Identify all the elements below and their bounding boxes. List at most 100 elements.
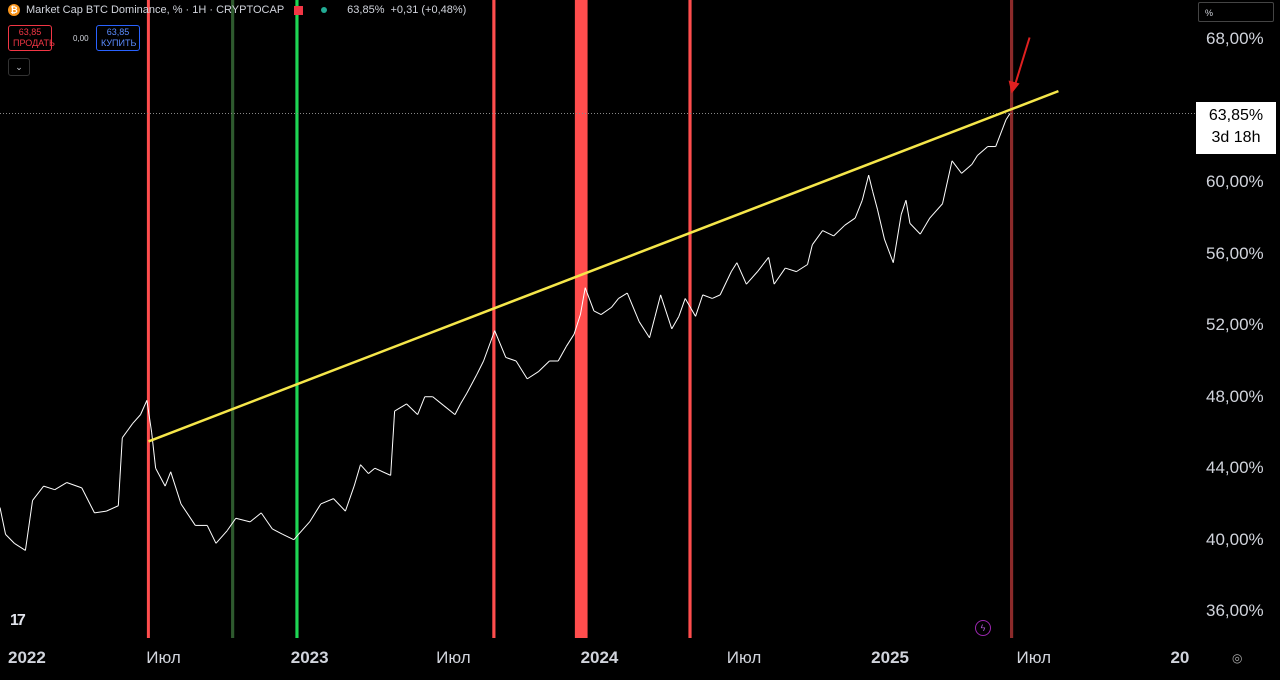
series-segment	[417, 396, 426, 415]
series-segment	[215, 530, 228, 544]
series-segment	[151, 432, 157, 469]
live-dot-icon	[321, 7, 328, 13]
sell-button[interactable]: 63,85 ПРОДАТЬ	[8, 25, 55, 51]
chart-header: ₿ Market Cap BTC Dominance, % · 1H · CRY…	[8, 4, 466, 16]
series-segment	[892, 214, 902, 263]
series-segment	[942, 160, 953, 204]
series-segment	[390, 411, 396, 476]
series-segment	[5, 533, 15, 544]
series-segment	[475, 360, 485, 376]
vertical-band-3	[492, 0, 496, 638]
x-tick-label: Июл	[726, 648, 762, 667]
series-segment	[460, 392, 468, 405]
y-tick-label: 40,00%	[1206, 529, 1264, 549]
series-segment	[443, 405, 456, 416]
series-segment	[121, 423, 134, 439]
series-segment	[618, 292, 628, 299]
series-segment	[466, 375, 477, 394]
series-segment	[584, 287, 595, 312]
series-segment	[854, 199, 863, 219]
series-segment	[796, 264, 808, 273]
series-segment	[170, 471, 182, 505]
x-tick-label: 2024	[580, 648, 619, 667]
series-segment	[106, 505, 119, 512]
series-segment	[515, 360, 528, 380]
x-tick-label: Июл	[146, 648, 181, 667]
series-segment	[333, 498, 346, 512]
tradingview-logo-icon[interactable]: 17	[10, 612, 26, 629]
series-segment	[929, 203, 943, 219]
price-tag-value: 63,85%	[1208, 107, 1264, 124]
spread-value: 0,00	[73, 34, 89, 43]
series-segment	[309, 503, 322, 523]
series-segment	[660, 294, 673, 329]
series-segment	[24, 500, 34, 551]
series-segment	[746, 271, 758, 285]
series-segment	[81, 487, 95, 514]
series-segment	[995, 119, 1007, 147]
series-segment	[368, 467, 376, 474]
series-segment	[54, 482, 67, 491]
series-segment	[249, 512, 262, 523]
sell-label: ПРОДАТЬ	[13, 38, 55, 48]
x-tick-label: Июл	[436, 648, 471, 667]
sell-price: 63,85	[18, 27, 42, 37]
series-segment	[432, 396, 445, 407]
series-segment	[712, 294, 721, 299]
series-segment	[654, 294, 662, 317]
y-tick-label: 52,00%	[1206, 315, 1264, 335]
price-tag-countdown: 3d 18h	[1211, 129, 1261, 146]
series-segment	[757, 257, 770, 272]
y-tick-label: 60,00%	[1206, 172, 1264, 192]
y-tick-label: 44,00%	[1206, 458, 1264, 478]
series-segment	[861, 175, 870, 201]
symbol-title[interactable]: Market Cap BTC Dominance, % · 1H · CRYPT…	[26, 4, 285, 16]
x-tick-label: 2023	[290, 648, 329, 667]
x-tick-label: 2025	[871, 648, 909, 667]
series-segment	[260, 512, 273, 530]
series-segment	[671, 316, 680, 330]
series-segment	[454, 403, 461, 415]
settings-icon[interactable]: ◎	[1232, 651, 1243, 665]
y-tick-label: 68,00%	[1206, 29, 1264, 49]
lightning-event-icon[interactable]: ϟ	[975, 620, 991, 636]
series-segment	[117, 437, 123, 506]
series-segment	[282, 533, 295, 541]
series-segment	[844, 217, 856, 226]
series-segment	[206, 525, 217, 544]
series-segment	[32, 485, 45, 501]
vertical-band-4	[574, 0, 588, 638]
series-segment	[876, 208, 886, 240]
series-segment	[611, 298, 619, 308]
last-price: 63,85%	[347, 4, 385, 16]
series-segment	[360, 464, 369, 474]
series-segment	[505, 356, 517, 362]
series-segment	[374, 467, 391, 476]
series-segment	[600, 306, 612, 315]
series-segment	[626, 292, 640, 322]
buy-button[interactable]: 63,85 КУПИТЬ	[96, 25, 140, 51]
series-segment	[905, 200, 911, 224]
vertical-band-5	[688, 0, 692, 638]
series-segment	[961, 164, 973, 174]
series-segment	[909, 223, 921, 235]
series-segment	[0, 507, 7, 535]
series-segment	[977, 146, 989, 156]
series-segment	[884, 239, 894, 263]
series-segment	[951, 160, 962, 174]
series-segment	[140, 400, 148, 415]
series-segment	[537, 360, 550, 373]
series-segment	[678, 298, 686, 317]
y-tick-label: 56,00%	[1206, 243, 1264, 263]
series-segment	[811, 230, 824, 246]
series-segment	[494, 330, 507, 358]
price-tag: 63,85% 3d 18h	[1196, 102, 1276, 154]
collapse-chevron-icon[interactable]: ⌄	[8, 58, 30, 76]
series-segment	[971, 155, 978, 165]
unit-selector[interactable]: %	[1198, 2, 1274, 22]
series-segment	[235, 517, 251, 523]
x-tick-label: 20	[1170, 648, 1190, 667]
series-segment	[94, 510, 107, 514]
series-segment	[649, 316, 656, 338]
